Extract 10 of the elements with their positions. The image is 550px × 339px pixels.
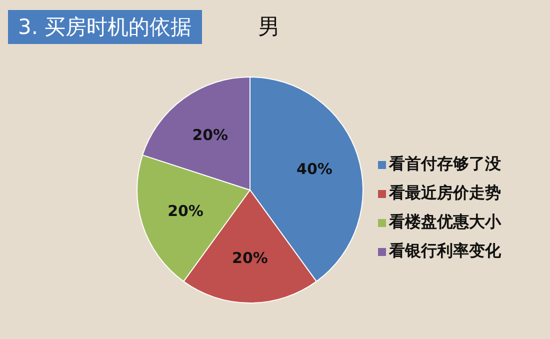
data-label: 20%: [168, 202, 204, 220]
chart-subtitle: 男: [258, 14, 280, 42]
legend-label: 看楼盘优惠大小: [389, 212, 501, 233]
legend-label: 看首付存够了没: [389, 154, 501, 175]
legend-label: 看银行利率变化: [389, 241, 501, 262]
legend-label: 看最近房价走势: [389, 183, 501, 204]
chart-title: 3. 买房时机的依据: [8, 10, 202, 44]
data-label: 20%: [232, 248, 268, 267]
data-label: 40%: [296, 160, 332, 178]
data-label: 20%: [192, 126, 228, 144]
